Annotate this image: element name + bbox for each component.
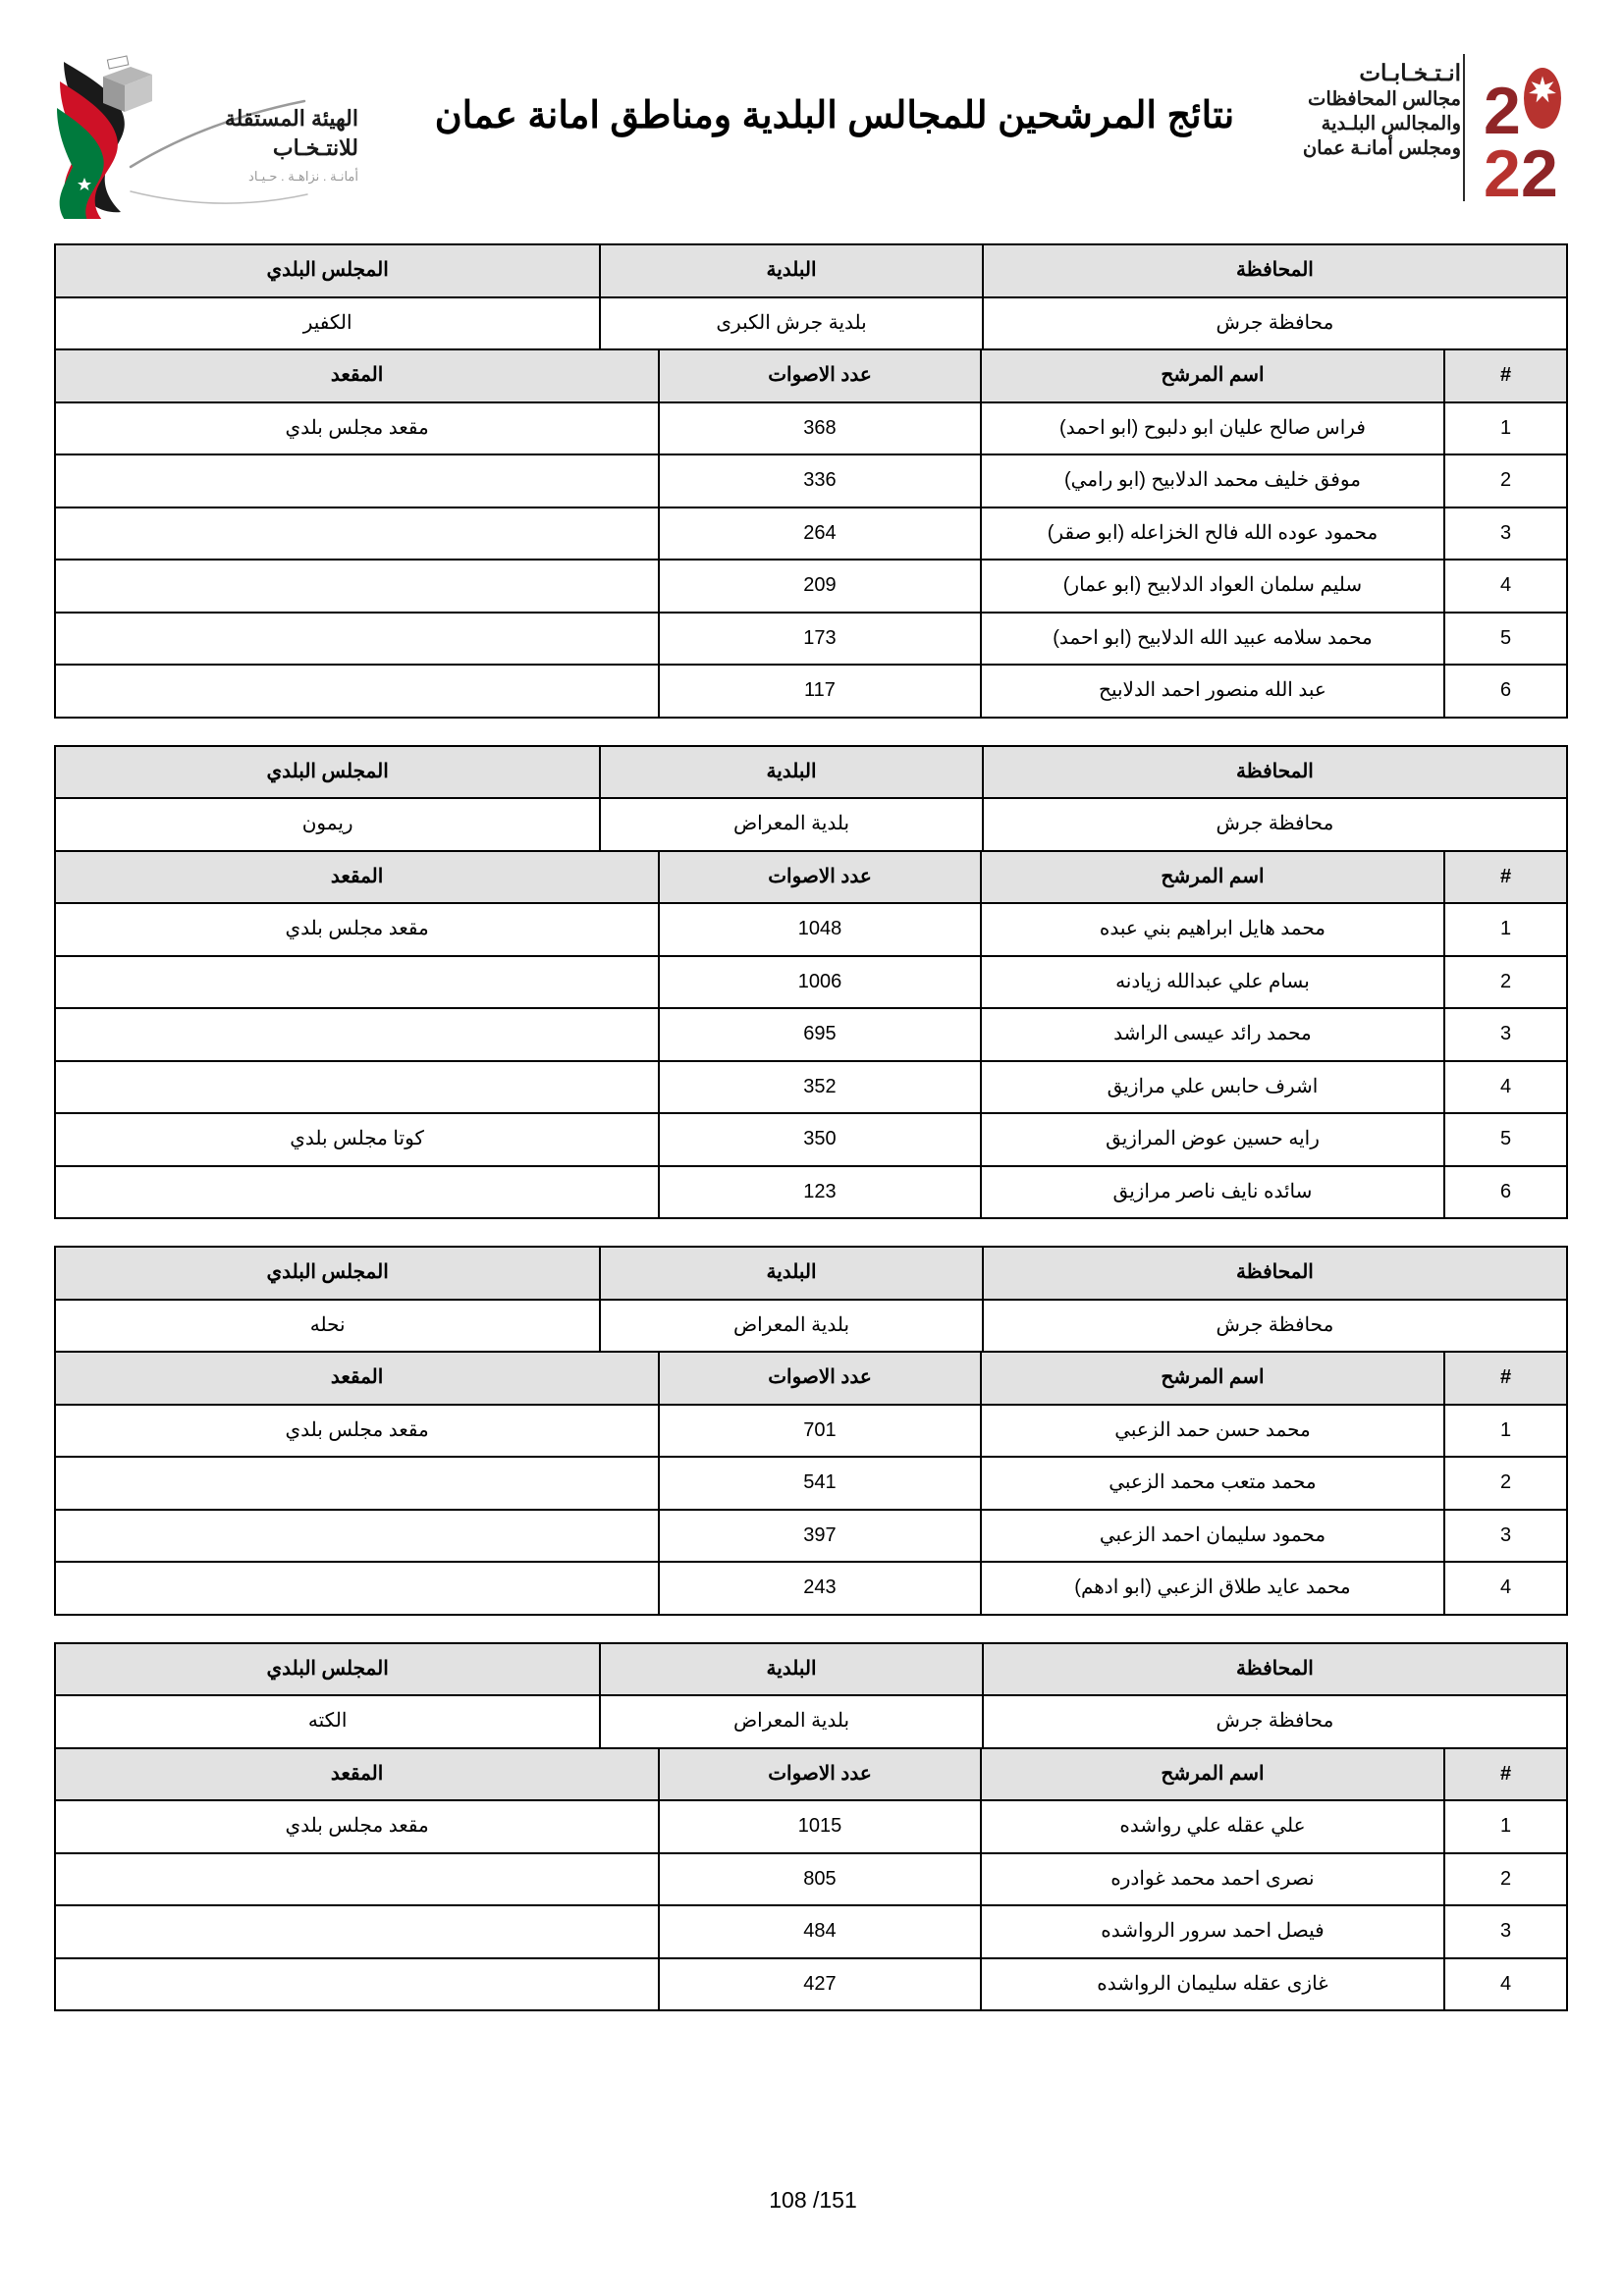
svg-text:2: 2 [1484,136,1521,204]
svg-text:2: 2 [1521,136,1558,204]
